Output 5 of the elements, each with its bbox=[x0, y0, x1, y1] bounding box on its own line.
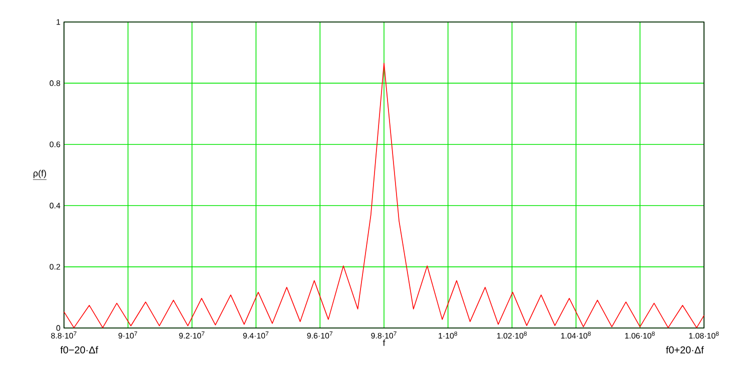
text: f0+20·Δf bbox=[666, 346, 704, 354]
y-axis-title: ρ(f) bbox=[34, 170, 46, 178]
line-series bbox=[64, 62, 704, 328]
x-axis-title: f bbox=[382, 339, 386, 346]
text: f0−20·Δf bbox=[60, 346, 98, 354]
